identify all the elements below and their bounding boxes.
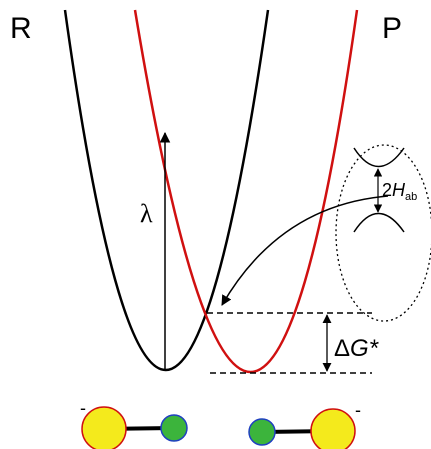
coupling-subscript: ab <box>405 191 417 203</box>
upper-surface <box>354 148 404 167</box>
atom-large <box>311 409 355 449</box>
lower-surface <box>354 214 404 233</box>
lambda-label: λ <box>140 199 153 228</box>
g-star: G* <box>350 335 379 362</box>
zoom-ellipse <box>336 145 431 321</box>
marcus-diagram: R P λ ΔG* 2Hab - - <box>0 0 431 449</box>
zoom-pointer <box>222 196 388 305</box>
atom-small <box>249 419 275 445</box>
charge-left: - <box>80 398 86 418</box>
coupling-label: 2Hab <box>382 180 417 203</box>
atom-large <box>82 407 126 449</box>
delta: Δ <box>334 335 350 362</box>
barrier-label: ΔG* <box>334 335 379 362</box>
charge-right: - <box>355 400 361 420</box>
product-label: P <box>382 12 402 45</box>
reactant-curve <box>65 10 268 370</box>
atom-small <box>161 415 187 441</box>
coupling-symbol: H <box>392 180 406 200</box>
product-curve <box>135 10 357 372</box>
reactant-label: R <box>10 12 32 45</box>
